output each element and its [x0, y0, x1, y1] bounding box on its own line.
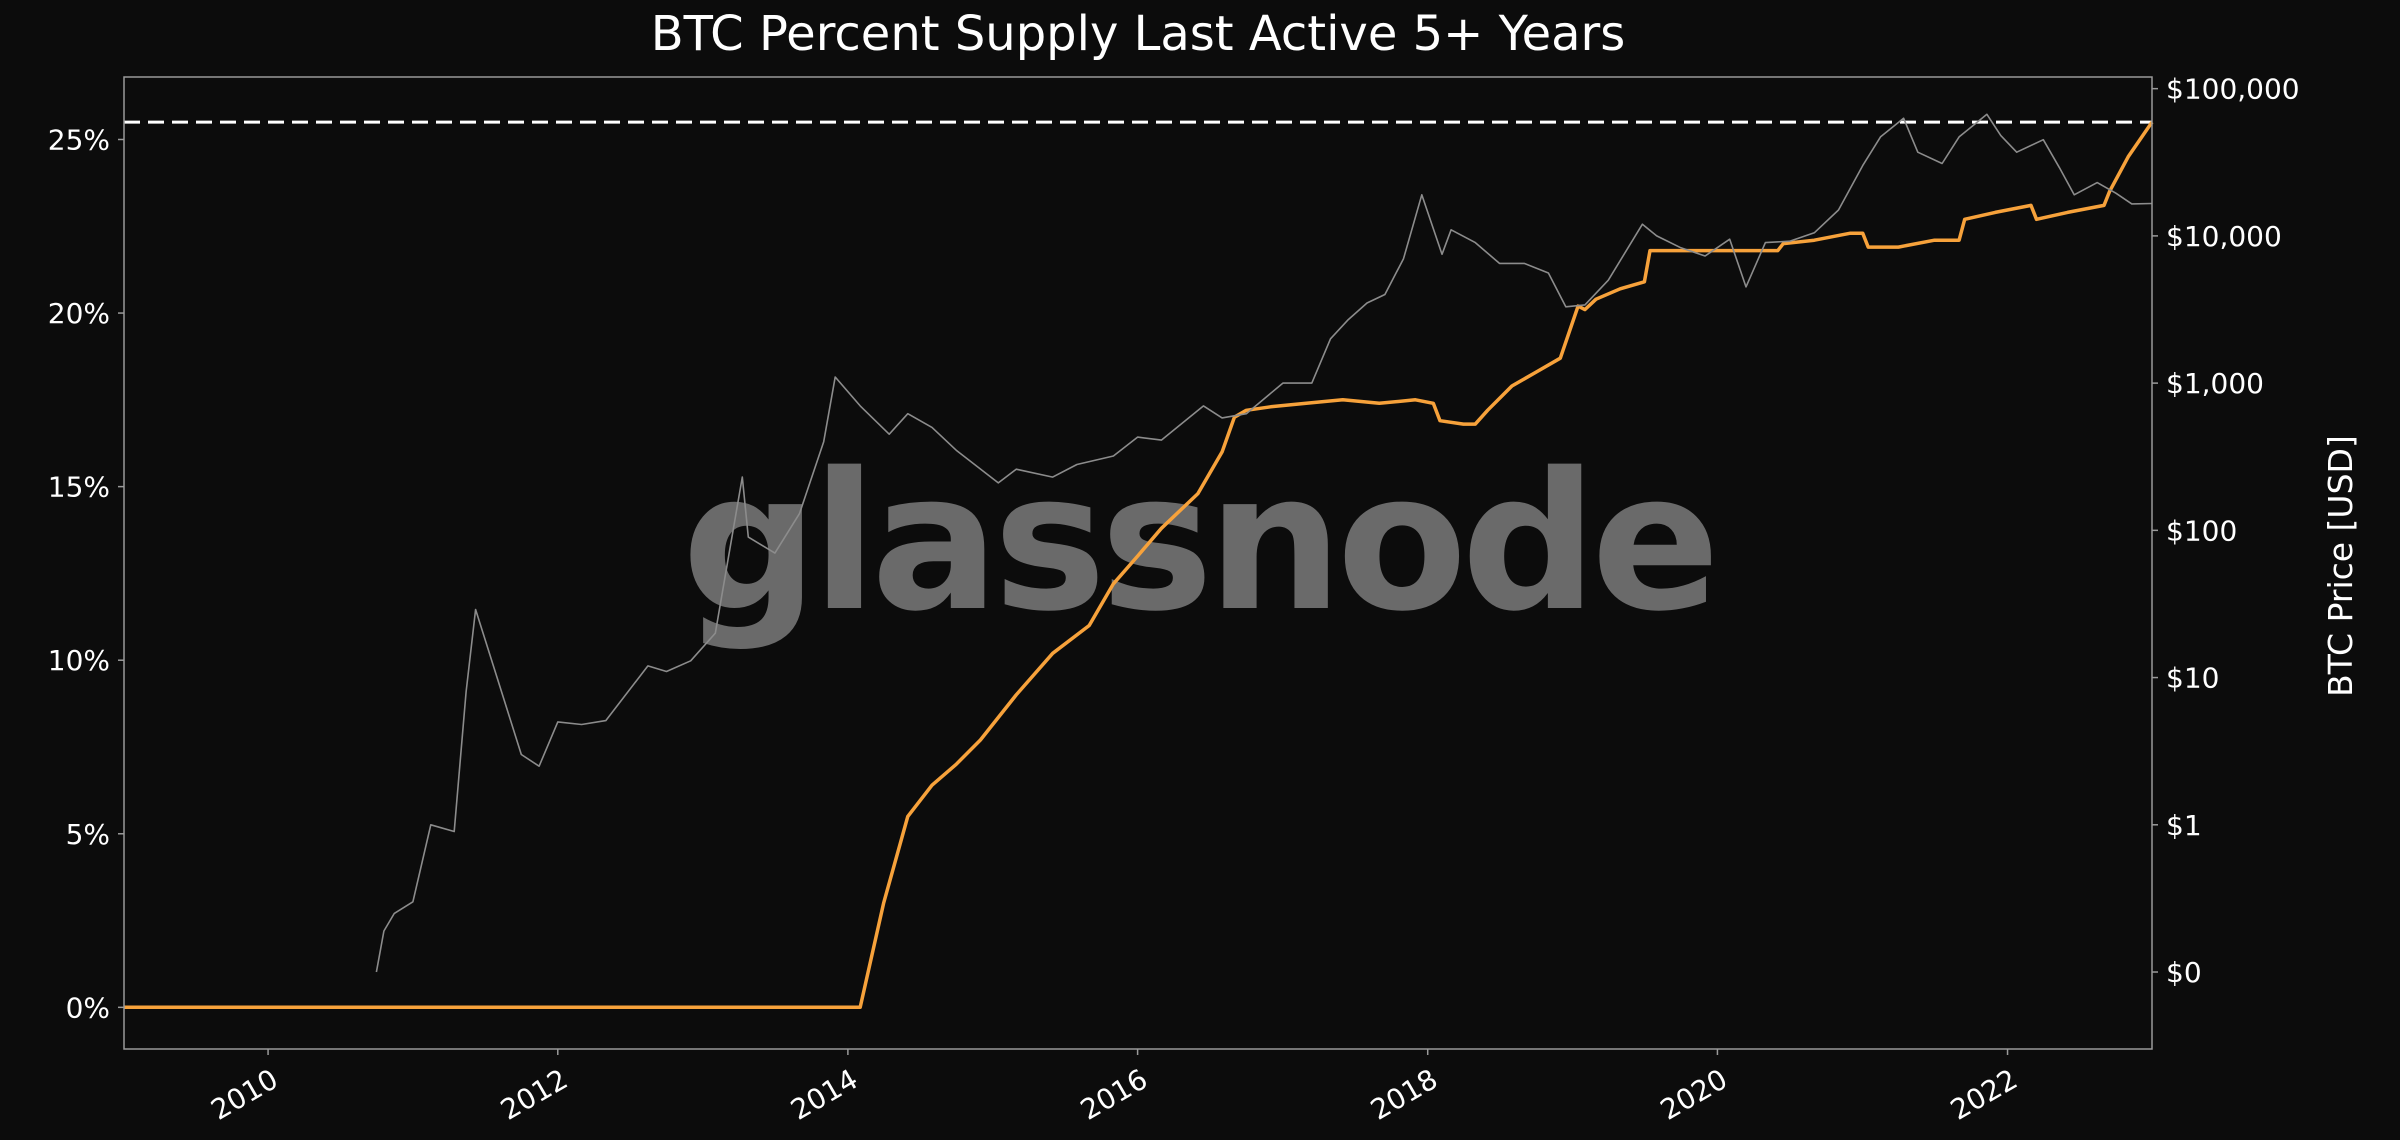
watermark-logo: glassnode: [682, 432, 1714, 653]
right-tick-label: $100,000: [2166, 73, 2300, 106]
left-tick-label: 10%: [48, 644, 110, 677]
right-tick-label: $1: [2166, 809, 2202, 842]
left-tick-label: 0%: [66, 991, 110, 1024]
left-tick-label: 15%: [48, 471, 110, 504]
percent-supply-line: [124, 121, 2154, 1010]
right-axis-label: BTC Price [USD]: [2321, 435, 2360, 697]
plot-marks: [124, 113, 2154, 1010]
right-tick-label: $1,000: [2166, 367, 2264, 400]
right-tick-label: $100: [2166, 514, 2237, 547]
chart-title: BTC Percent Supply Last Active 5+ Years: [651, 6, 1626, 62]
right-tick-label: $0: [2166, 956, 2202, 989]
right-tick-label: $10,000: [2166, 220, 2282, 253]
left-tick-label: 20%: [48, 297, 110, 330]
btc-price-line: [375, 113, 2153, 973]
left-tick-label: 5%: [66, 818, 110, 851]
right-tick-label: $10: [2166, 662, 2219, 695]
left-tick-label: 25%: [48, 123, 110, 156]
